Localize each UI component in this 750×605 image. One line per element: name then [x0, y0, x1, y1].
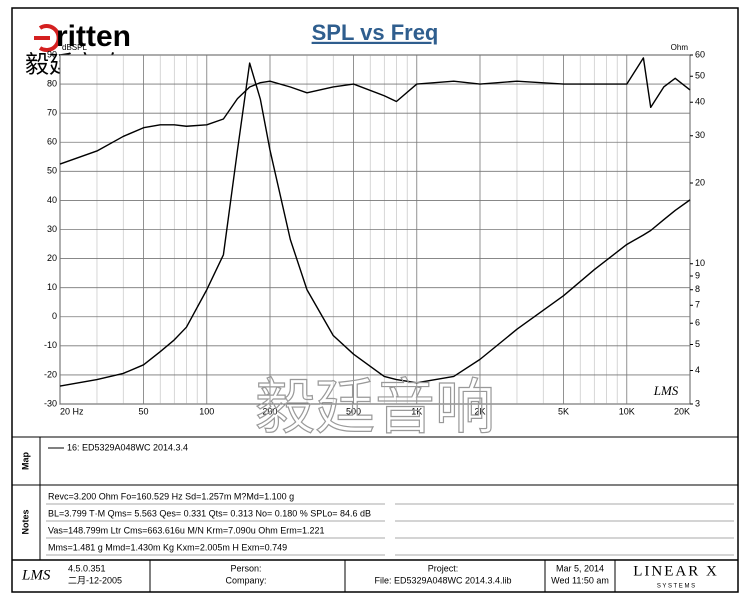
x-tick-label: 200 — [262, 406, 277, 416]
y-tick-label: 40 — [47, 195, 57, 205]
y2-tick-label: 10 — [695, 258, 705, 268]
y-tick-label: 60 — [47, 137, 57, 147]
y2-axis-label: Ohm — [671, 43, 689, 52]
plot-badge: LMS — [653, 383, 679, 398]
y-tick-label: 50 — [47, 166, 57, 176]
y2-tick-label: 60 — [695, 49, 705, 59]
y2-tick-label: 4 — [695, 365, 700, 375]
y-tick-label: 0 — [52, 311, 57, 321]
x-tick-label: 20 Hz — [60, 406, 84, 416]
y-tick-label: 80 — [47, 78, 57, 88]
x-tick-label: 1K — [411, 406, 422, 416]
x-tick-label: 10K — [619, 406, 635, 416]
y2-tick-label: 9 — [695, 270, 700, 280]
footer-brand: LMS — [21, 567, 51, 583]
y2-tick-label: 5 — [695, 339, 700, 349]
footer-date: Mar 5, 2014 — [556, 563, 604, 573]
logo: ritten — [56, 20, 131, 53]
legend-entry: 16: ED5329A048WC — [67, 442, 151, 452]
y-tick-label: 70 — [47, 108, 57, 118]
footer-vendor-sub: S Y S T E M S — [657, 584, 695, 590]
y2-tick-label: 8 — [695, 284, 700, 294]
y2-tick-label: 40 — [695, 97, 705, 107]
series-line — [59, 62, 691, 387]
x-tick-label: 2K — [474, 406, 485, 416]
y-tick-label: 10 — [47, 282, 57, 292]
watermark: 毅廷音响 — [255, 374, 495, 441]
legend-note: 2014.3.4 — [153, 442, 188, 452]
logo-mark — [34, 24, 61, 52]
note-line: BL=3.799 T·M Qms= 5.563 Qes= 0.331 Qts= … — [48, 508, 371, 518]
y-tick-label: -10 — [44, 340, 57, 350]
y-tick-label: -30 — [44, 398, 57, 408]
footer-build-date: 二月-12-2005 — [68, 575, 122, 585]
x-tick-label: 50 — [139, 406, 149, 416]
footer-time: Wed 11:50 am — [551, 575, 609, 585]
notes-label: Notes — [20, 509, 30, 534]
y2-tick-label: 30 — [695, 130, 705, 140]
note-line: Vas=148.799m Ltr Cms=663.616u M/N Krm=7.… — [48, 525, 324, 535]
footer-version: 4.5.0.351 — [68, 563, 106, 573]
x-tick-label: 500 — [346, 406, 361, 416]
y-tick-label: 20 — [47, 253, 57, 263]
y-tick-label: -20 — [44, 369, 57, 379]
series-line — [59, 57, 691, 165]
note-line: Mms=1.481 g Mmd=1.430m Kg Kxm=2.005m H E… — [48, 542, 287, 552]
y2-tick-label: 50 — [695, 71, 705, 81]
note-line: Revc=3.200 Ohm Fo=160.529 Hz Sd=1.257m M… — [48, 491, 294, 501]
y2-tick-label: 20 — [695, 177, 705, 187]
y-tick-label: 90 — [47, 49, 57, 59]
x-tick-label: 5K — [558, 406, 569, 416]
x-tick-label: 100 — [199, 406, 214, 416]
footer-company: Company: — [225, 575, 266, 585]
outer-frame — [11, 7, 739, 593]
map-label: Map — [20, 451, 30, 470]
y-axis-label: dBSPL — [62, 43, 87, 52]
footer-person: Person: — [230, 563, 261, 573]
x-tick-label: 20K — [674, 406, 690, 416]
y-tick-label: 30 — [47, 224, 57, 234]
footer-vendor: LINEAR X — [633, 563, 719, 579]
footer-project: Project: — [428, 563, 459, 573]
y2-tick-label: 6 — [695, 318, 700, 328]
y2-tick-label: 3 — [695, 398, 700, 408]
footer-file: File: ED5329A048WC 2014.3.4.lib — [374, 575, 511, 585]
chart-title: SPL vs Freq — [312, 20, 439, 45]
y2-tick-label: 7 — [695, 300, 700, 310]
